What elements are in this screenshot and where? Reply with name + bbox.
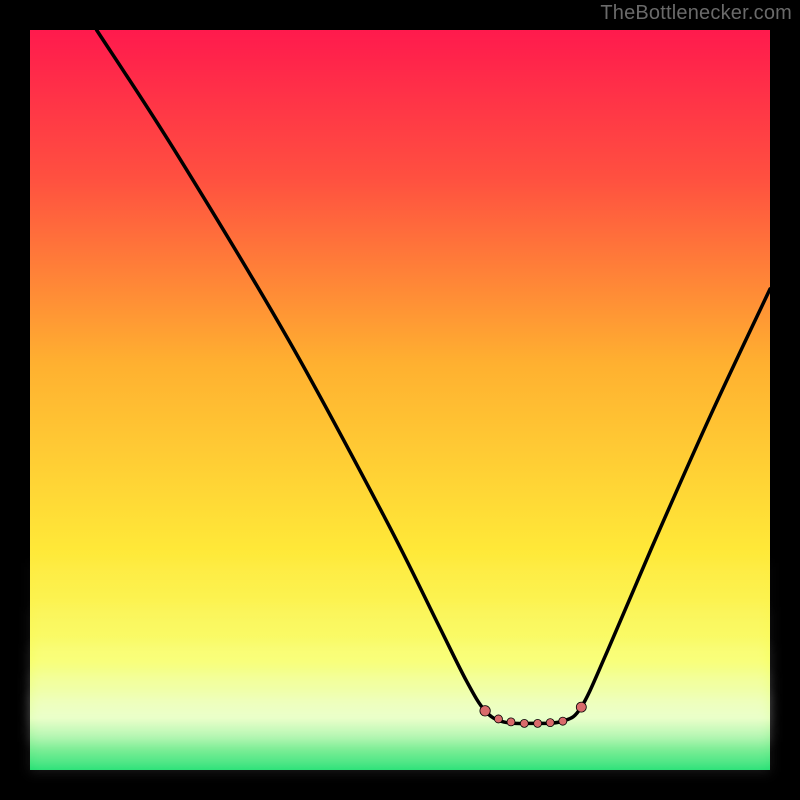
valley-marker — [559, 717, 567, 725]
plot-area — [30, 30, 770, 770]
valley-marker — [576, 702, 586, 712]
curve-layer — [30, 30, 770, 770]
watermark-text: TheBottlenecker.com — [600, 2, 792, 25]
bottleneck-curve — [97, 30, 770, 724]
valley-marker — [480, 706, 490, 716]
valley-marker — [507, 718, 515, 726]
valley-marker — [494, 715, 502, 723]
valley-marker — [520, 719, 528, 727]
valley-marker — [534, 719, 542, 727]
valley-marker — [546, 719, 554, 727]
